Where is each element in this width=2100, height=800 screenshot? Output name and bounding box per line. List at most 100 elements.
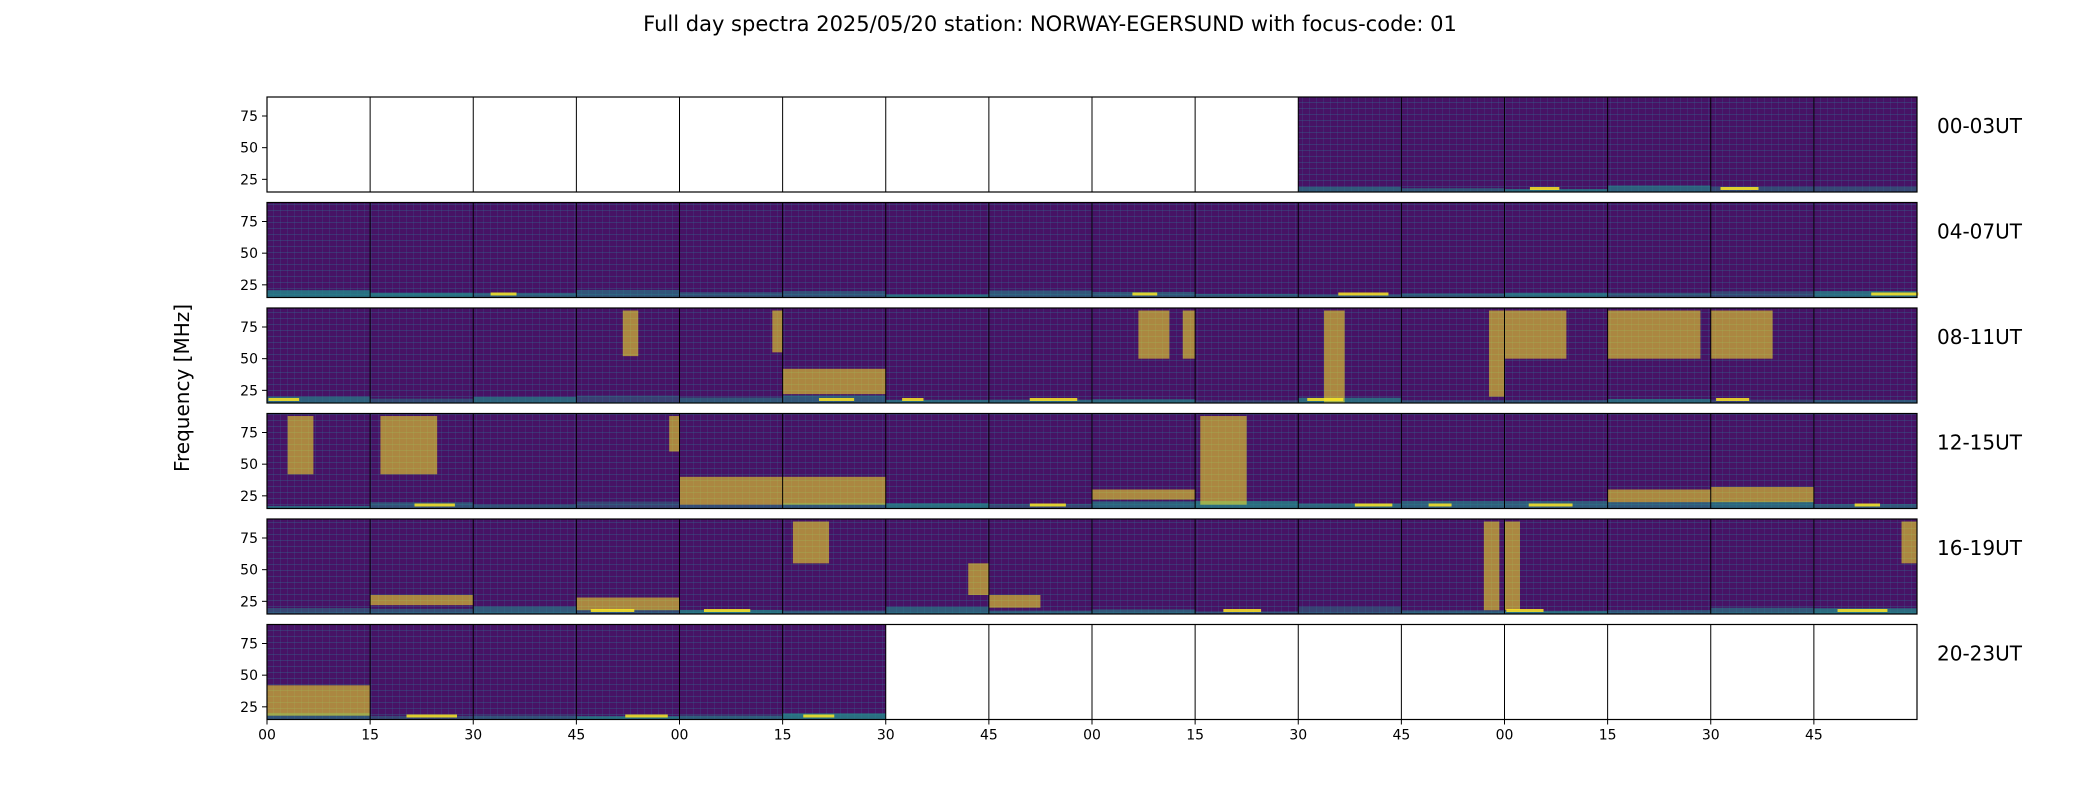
spectrum-texture: [1813, 308, 1917, 403]
empty-cell: [1813, 624, 1917, 720]
rfi-band: [679, 715, 783, 720]
y-tick-label: 75: [240, 531, 258, 547]
burst-feature: [792, 521, 830, 564]
rfi-band: [1813, 291, 1917, 298]
rfi-band: [1504, 400, 1608, 403]
row-time-label: 16-19UT: [1937, 536, 2023, 560]
rfi-band: [267, 712, 371, 720]
rfi-band: [1607, 610, 1711, 614]
rfi-band: [885, 606, 989, 614]
rfi-band: [885, 294, 989, 298]
rfi-band: [1195, 400, 1299, 403]
row-time-label: 12-15UT: [1937, 431, 2023, 455]
rfi-band: [1092, 501, 1196, 509]
spectrum-texture: [1298, 308, 1402, 403]
empty-cell: [1195, 97, 1299, 192]
rfi-band: [576, 395, 680, 403]
spectrum-texture: [1298, 519, 1402, 614]
spectrum-texture: [885, 308, 989, 403]
rfi-band: [1529, 187, 1560, 190]
empty-cell: [679, 97, 783, 192]
rfi-band: [576, 289, 680, 298]
rfi-band: [1710, 399, 1814, 403]
rfi-band: [1607, 292, 1711, 298]
rfi-band: [1716, 398, 1750, 401]
burst-feature: [1092, 489, 1196, 500]
burst-feature: [622, 310, 639, 357]
spectrum-texture: [370, 624, 474, 720]
rfi-band: [1338, 292, 1389, 296]
burst-feature: [1483, 521, 1500, 611]
y-tick-label: 75: [240, 109, 258, 125]
rfi-band: [370, 398, 474, 403]
spectrum-texture: [1504, 202, 1608, 298]
spectrum-texture: [267, 519, 371, 614]
spectrum-texture: [1504, 97, 1608, 192]
rfi-band: [473, 715, 577, 720]
rfi-band: [590, 609, 635, 612]
burst-feature: [1710, 486, 1814, 503]
x-tick-label: 45: [1805, 728, 1823, 744]
rfi-band: [1854, 503, 1881, 507]
rfi-band: [902, 398, 924, 401]
spectrum-texture: [1813, 413, 1917, 509]
spectrum-texture: [1401, 413, 1505, 509]
rfi-band: [885, 399, 989, 403]
rfi-band: [1401, 500, 1505, 509]
rfi-band: [1298, 606, 1402, 614]
x-tick-label: 30: [464, 728, 482, 744]
rfi-band: [1607, 502, 1711, 509]
spectrum-texture: [576, 202, 680, 298]
spectrum-texture: [1504, 519, 1608, 614]
rfi-band: [473, 606, 577, 614]
spectrum-texture: [473, 413, 577, 509]
rfi-band: [1607, 185, 1711, 192]
x-tick-label: 30: [1289, 728, 1307, 744]
spectrum-texture: [1504, 413, 1608, 509]
empty-cell: [782, 97, 886, 192]
rfi-band: [267, 396, 371, 403]
rfi-band: [1710, 501, 1814, 509]
rfi-band: [1813, 186, 1917, 192]
burst-feature: [1607, 489, 1711, 503]
empty-cell: [267, 97, 371, 192]
x-tick-label: 00: [258, 728, 276, 744]
burst-feature: [370, 595, 474, 606]
rfi-band: [1401, 610, 1505, 614]
rfi-band: [1506, 609, 1544, 612]
x-tick-label: 45: [980, 728, 998, 744]
spectrum-texture: [988, 413, 1092, 509]
rfi-band: [1401, 293, 1505, 298]
rfi-band: [679, 397, 783, 403]
empty-cell: [885, 97, 989, 192]
y-tick-label: 75: [240, 637, 258, 653]
spectrum-texture: [1401, 308, 1505, 403]
spectrum-texture: [473, 202, 577, 298]
spectrum-texture: [1092, 202, 1196, 298]
y-tick-label: 75: [240, 426, 258, 442]
y-tick-label: 25: [240, 383, 258, 399]
burst-feature: [1489, 310, 1505, 397]
burst-feature: [267, 685, 371, 716]
empty-cell: [1092, 624, 1196, 720]
x-tick-label: 15: [1186, 728, 1204, 744]
burst-feature: [1324, 310, 1345, 403]
spectrum-texture: [782, 624, 886, 720]
rfi-band: [370, 715, 474, 720]
x-tick-label: 45: [1392, 728, 1410, 744]
spectrum-texture: [267, 308, 371, 403]
rfi-band: [679, 292, 783, 298]
burst-feature: [988, 595, 1041, 608]
spectrum-texture: [679, 519, 783, 614]
spectrum-texture: [1298, 202, 1402, 298]
spectrum-texture: [782, 202, 886, 298]
rfi-band: [1504, 610, 1608, 614]
y-tick-label: 50: [240, 141, 258, 157]
rfi-band: [1607, 398, 1711, 403]
spectrum-texture: [1710, 202, 1814, 298]
rfi-band: [1195, 501, 1299, 509]
y-tick-label: 25: [240, 594, 258, 610]
spectrum-texture: [473, 519, 577, 614]
empty-cell: [1710, 624, 1814, 720]
rfi-band: [414, 503, 455, 507]
